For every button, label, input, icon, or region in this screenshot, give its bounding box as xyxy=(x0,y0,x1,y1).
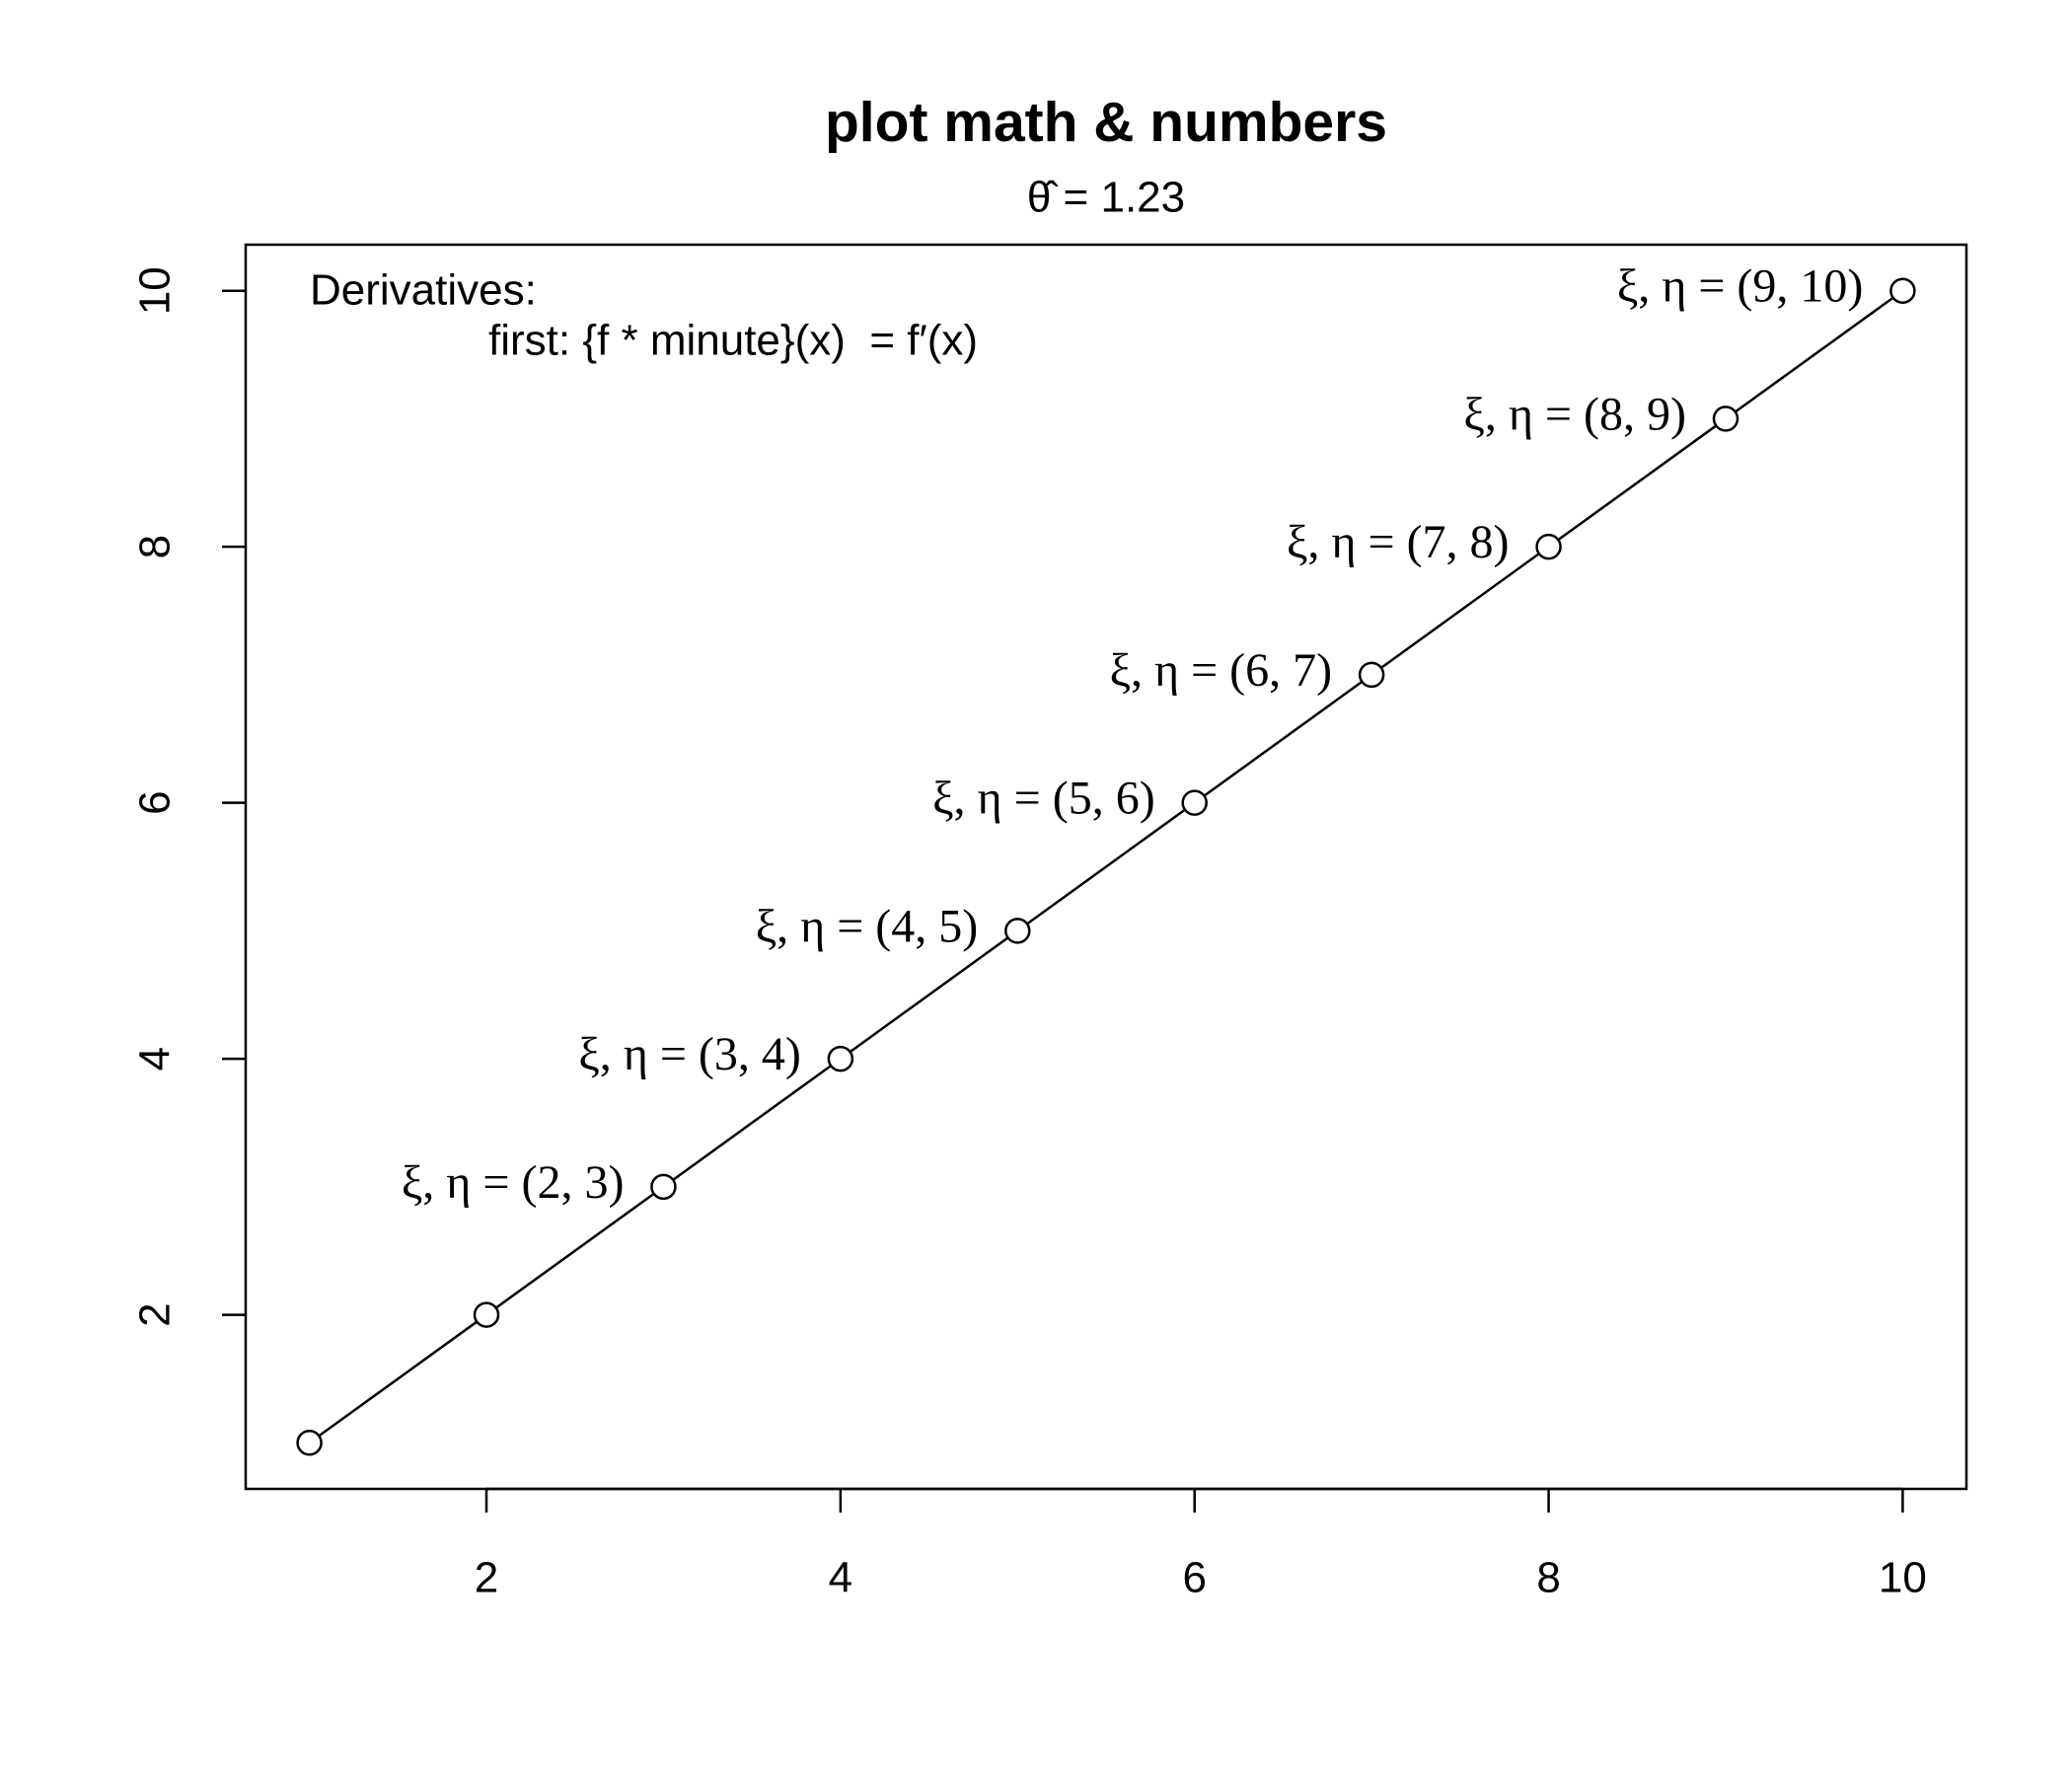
point-annotation: ξ, η = (5, 6) xyxy=(932,773,1155,825)
chart-title: plot math & numbers xyxy=(825,91,1387,154)
point-annotation: ξ, η = (3, 4) xyxy=(578,1028,801,1080)
data-point xyxy=(1358,661,1385,689)
chart-subtitle: θ̂ = 1.23 xyxy=(1027,174,1185,222)
data-point xyxy=(1712,406,1739,432)
x-tick-label: 8 xyxy=(1536,1554,1560,1602)
point-annotation: ξ, η = (6, 7) xyxy=(1110,644,1333,697)
data-point xyxy=(650,1173,677,1201)
data-point xyxy=(1889,277,1916,304)
data-point xyxy=(1004,918,1031,944)
point-annotation: ξ, η = (9, 10) xyxy=(1617,260,1864,313)
y-tick-label: 4 xyxy=(131,1047,180,1071)
point-annotation: ξ, η = (4, 5) xyxy=(756,900,979,952)
data-point xyxy=(473,1301,500,1328)
y-tick-label: 8 xyxy=(131,535,180,558)
point-annotation: ξ, η = (7, 8) xyxy=(1287,516,1510,568)
text-block-line: first: {f * minute}(x) = f′(x) xyxy=(488,317,978,365)
point-annotation: ξ, η = (8, 9) xyxy=(1463,388,1686,440)
text-block-line: Derivatives: xyxy=(310,266,537,315)
y-tick-label: 2 xyxy=(131,1302,180,1326)
data-point xyxy=(1535,533,1562,560)
data-point xyxy=(1181,789,1208,816)
x-tick-label: 6 xyxy=(1182,1554,1206,1602)
series-line xyxy=(308,289,1904,1444)
point-annotation: ξ, η = (2, 3) xyxy=(402,1156,625,1209)
x-tick-label: 10 xyxy=(1879,1554,1927,1602)
x-tick-label: 2 xyxy=(475,1554,498,1602)
data-point xyxy=(296,1430,323,1456)
y-tick-label: 10 xyxy=(131,266,180,315)
y-tick-label: 6 xyxy=(131,790,180,814)
data-point xyxy=(827,1045,854,1073)
x-tick-label: 4 xyxy=(829,1554,852,1602)
